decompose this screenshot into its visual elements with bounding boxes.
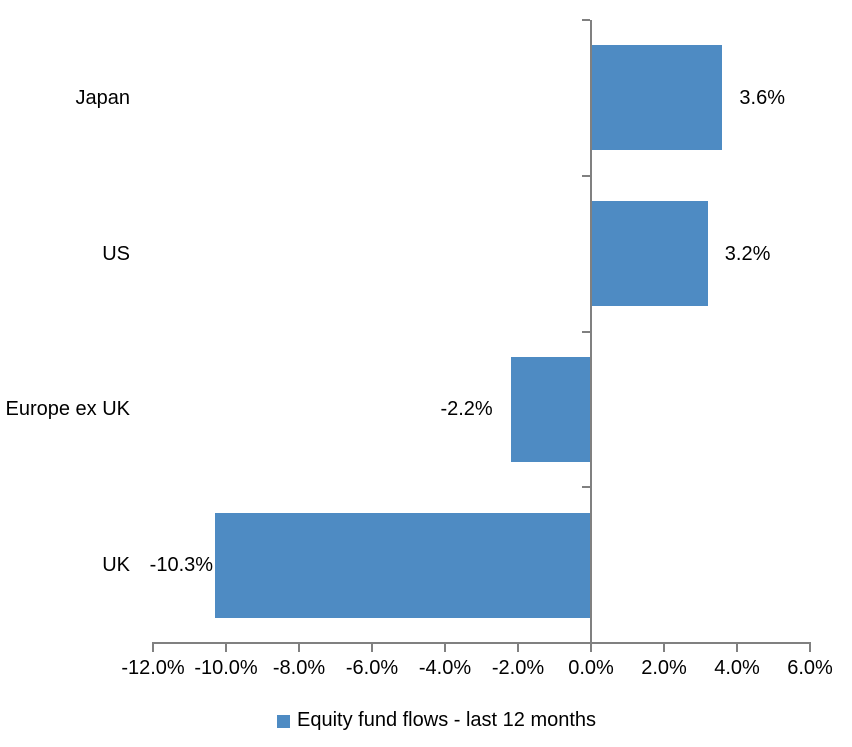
bar-uk (215, 512, 591, 618)
x-axis-tick-label: 0.0% (568, 657, 614, 679)
y-axis-tick (582, 330, 590, 333)
y-axis-tick (582, 174, 590, 177)
x-axis-tick (590, 642, 592, 652)
x-axis-tick-label: -8.0% (272, 657, 326, 679)
x-axis-tick (517, 642, 519, 652)
x-axis-tick-label: 2.0% (641, 657, 687, 679)
bar-us (591, 201, 708, 307)
x-axis-tick (371, 642, 373, 652)
x-axis-line (152, 642, 811, 644)
x-axis-tick (298, 642, 300, 652)
x-axis-tick (152, 642, 154, 652)
value-label-japan: 3.6% (739, 86, 785, 109)
x-axis-tick (225, 642, 227, 652)
x-axis-tick (736, 642, 738, 652)
x-axis-tick-label: -6.0% (345, 657, 399, 679)
category-label-us: US (102, 242, 130, 265)
value-label-us: 3.2% (724, 242, 771, 265)
legend-label: Equity fund flows - last 12 months (297, 709, 597, 731)
category-label-japan: Japan (75, 86, 131, 109)
x-axis-tick (809, 642, 811, 652)
value-label-europe-ex-uk: -2.2% (440, 398, 493, 421)
legend-swatch-icon (277, 715, 290, 728)
bar-japan (591, 45, 723, 151)
x-axis-tick-label: 4.0% (714, 657, 760, 679)
x-axis-tick-label: -12.0% (121, 657, 185, 679)
x-axis-tick-label: -4.0% (418, 657, 472, 679)
x-axis-tick-label: 6.0% (787, 657, 833, 679)
y-axis-tick (582, 486, 590, 489)
y-axis-tick (582, 19, 590, 21)
legend: Equity fund flows - last 12 months (277, 709, 596, 732)
category-label-europe-ex-uk: Europe ex UK (5, 398, 130, 421)
y-axis-line (590, 20, 592, 643)
x-axis-tick-label: -2.0% (491, 657, 545, 679)
x-axis-tick-label: -10.0% (194, 657, 258, 679)
x-axis-tick (663, 642, 665, 652)
x-axis-tick (444, 642, 446, 652)
value-label-uk: -10.3% (149, 554, 214, 577)
bar-europe-ex-uk (510, 356, 591, 462)
category-label-uk: UK (102, 554, 130, 577)
